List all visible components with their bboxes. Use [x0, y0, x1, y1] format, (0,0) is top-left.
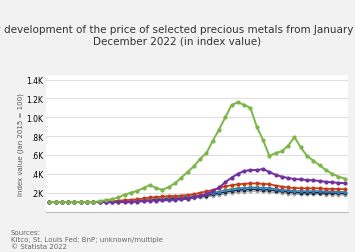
Text: Monthly development of the price of selected precious metals from January 2019 t: Monthly development of the price of sele… — [0, 25, 355, 47]
Y-axis label: Index value (Jan 2015 = 100): Index value (Jan 2015 = 100) — [17, 92, 23, 195]
Text: Sources:
Kitco, St. Louis Fed; BnP; unknown/multiple
© Statista 2022: Sources: Kitco, St. Louis Fed; BnP; unkn… — [11, 230, 163, 249]
